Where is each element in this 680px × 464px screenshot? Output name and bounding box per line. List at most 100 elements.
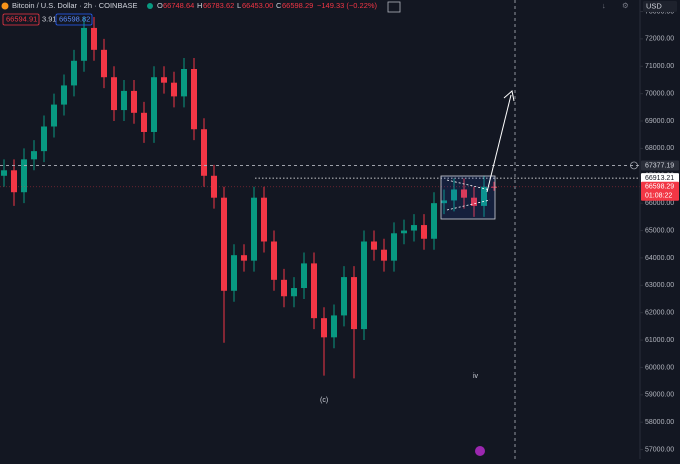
price-label: 66598.29: [645, 184, 674, 191]
ohlc-label: L: [237, 1, 241, 10]
candle-body: [201, 129, 207, 176]
change: −149.33 (−0.22%): [317, 1, 378, 10]
y-tick-label: 58000.00: [645, 419, 674, 426]
sell-price[interactable]: 66594.91: [6, 14, 37, 23]
axis-labels: 57000.00 58000.00 59000.00 60000.00 61000.00…: [630, 8, 679, 453]
candle-body: [391, 233, 397, 261]
candle-body: [351, 277, 357, 330]
candle-body: [401, 230, 407, 234]
wave-label: (c): [320, 397, 328, 404]
candle-body: [361, 241, 367, 330]
ohlc-label: C: [276, 1, 282, 10]
buy-price[interactable]: 66598.82: [59, 14, 90, 23]
candle-body: [411, 225, 417, 231]
plot-area: [0, 16, 640, 379]
candle-body: [61, 85, 67, 105]
candle-body: [271, 241, 277, 280]
spread: 3.91: [42, 14, 57, 23]
y-tick-label: 68000.00: [645, 145, 674, 152]
candle-body: [151, 77, 157, 132]
candle-body: [431, 203, 437, 239]
candle-body: [321, 318, 327, 338]
candle-body: [331, 315, 337, 338]
y-tick-label: 63000.00: [645, 282, 674, 289]
candle-body: [21, 159, 27, 193]
candle-body: [91, 27, 97, 50]
y-tick-label: 72000.00: [645, 36, 674, 43]
candle-body: [31, 151, 37, 160]
symbol-icon: [1, 2, 9, 10]
candle-body: [141, 112, 147, 132]
currency[interactable]: USD: [646, 1, 662, 10]
price-label-box: [641, 173, 679, 184]
ohlc-label: H: [197, 1, 202, 10]
candle-body: [301, 263, 307, 289]
y-tick-label: 66000.00: [645, 200, 674, 207]
add-alert-icon: [630, 161, 638, 170]
price-label-box: [641, 160, 679, 171]
wave-label: iv: [473, 373, 479, 380]
ohlc-value: 66783.62: [203, 1, 234, 10]
projection-arrow[interactable]: [486, 94, 512, 193]
candle-body: [101, 49, 107, 78]
ohlc-value: 66598.29: [282, 1, 313, 10]
candle-body: [461, 189, 467, 198]
price-label: 66913.21: [645, 175, 674, 182]
sell-box[interactable]: [2, 13, 40, 26]
ohlc-label: O: [157, 1, 163, 10]
ohlc-value: 66453.00: [242, 1, 273, 10]
candle-body: [231, 255, 237, 291]
candle-body: [371, 241, 377, 250]
candle-body: [381, 249, 387, 261]
y-tick-label: 62000.00: [645, 310, 674, 317]
candle-body: [41, 126, 47, 152]
alert-icon[interactable]: [475, 446, 485, 456]
candle-body: [311, 263, 317, 319]
toolbar-icon[interactable]: ↓: [602, 1, 606, 10]
candle-body: [441, 200, 447, 204]
candle-body: [491, 186, 497, 188]
arrow-head: [503, 90, 515, 102]
price-label-box: [641, 181, 679, 201]
y-tick-label: 61000.00: [645, 337, 674, 344]
y-tick-label: 70000.00: [645, 90, 674, 97]
candle-body: [481, 186, 487, 206]
candle-body: [111, 77, 117, 111]
symbol[interactable]: Bitcoin / U.S. Dollar · 2h · COINBASE: [12, 1, 137, 10]
y-tick-label: 64000.00: [645, 255, 674, 262]
y-tick-label: 69000.00: [645, 118, 674, 125]
candle-body: [1, 170, 7, 176]
candle-body: [241, 255, 247, 261]
candle-body: [291, 288, 297, 297]
y-tick-label: 60000.00: [645, 364, 674, 371]
toolbar-icon[interactable]: ⚙: [622, 1, 629, 10]
triangle-line: [446, 199, 491, 211]
y-tick-label: 71000.00: [645, 63, 674, 70]
candle-body: [451, 189, 457, 201]
candle-body: [421, 225, 427, 239]
candle-body: [251, 197, 257, 261]
price-label: 67377.19: [645, 162, 674, 169]
y-tick-label: 65000.00: [645, 227, 674, 234]
screenshot-icon[interactable]: [387, 1, 401, 13]
candle-body: [171, 82, 177, 97]
candle-body: [181, 68, 187, 97]
candle-body: [221, 197, 227, 291]
countdown: 01:08:22: [645, 193, 672, 200]
candle-body: [161, 77, 167, 83]
pattern-box[interactable]: [440, 175, 496, 220]
candle-body: [261, 197, 267, 242]
candle-body: [81, 27, 87, 61]
ohlc-value: 66748.64: [163, 1, 194, 10]
candle-body: [341, 277, 347, 316]
currency-box[interactable]: [643, 1, 677, 12]
y-tick-label: 59000.00: [645, 392, 674, 399]
buy-box[interactable]: [55, 13, 93, 26]
candle-body: [471, 197, 477, 206]
candle-body: [281, 279, 287, 297]
candle-body: [71, 60, 77, 86]
candle-body: [51, 104, 57, 127]
